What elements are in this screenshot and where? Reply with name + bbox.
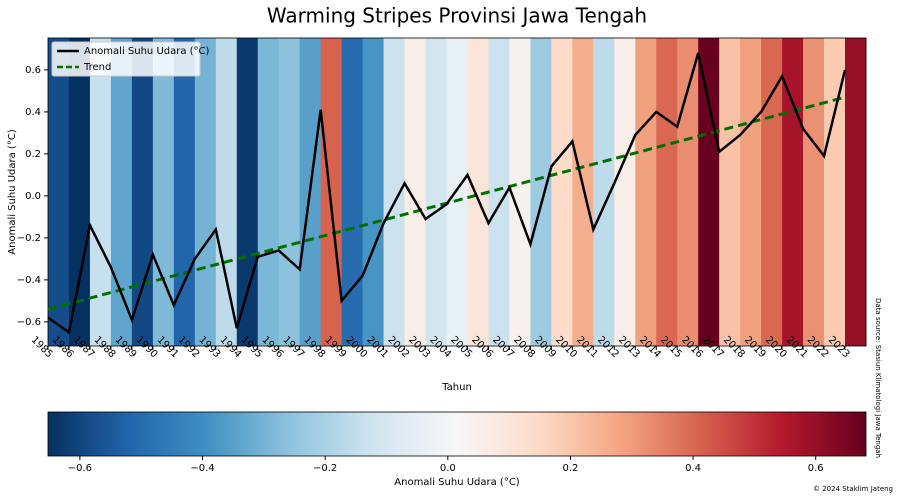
stripe (677, 38, 699, 346)
stripe (551, 38, 573, 346)
stripe (131, 38, 154, 346)
stripe (278, 38, 300, 346)
stripe (446, 38, 468, 346)
stripe (467, 38, 489, 346)
y-tick-label: 0.2 (25, 149, 41, 160)
stripe (614, 38, 636, 346)
stripe (530, 38, 552, 346)
stripe (236, 38, 259, 346)
y-tick-label: −0.4 (17, 275, 41, 286)
stripe (194, 38, 217, 346)
colorbar-tick-label: 0.2 (562, 463, 578, 474)
chart-title: Warming Stripes Provinsi Jawa Tengah (267, 4, 647, 28)
stripe (425, 38, 447, 346)
stripe (488, 38, 510, 346)
stripe (404, 38, 426, 346)
stripe (383, 38, 405, 346)
stripe (110, 38, 133, 346)
credit: © 2024 Staklim Jateng (813, 485, 893, 493)
legend-label: Anomali Suhu Udara (°C) (84, 46, 210, 57)
colorbar-tick-label: −0.6 (68, 463, 92, 474)
y-tick-label: 0.0 (25, 191, 41, 202)
stripe (89, 38, 112, 346)
colorbar-tick-label: 0.0 (440, 463, 456, 474)
y-tick-label: −0.2 (17, 233, 41, 244)
stripe (593, 38, 615, 346)
colorbar (47, 411, 867, 457)
y-tick-label: −0.6 (17, 317, 41, 328)
stripe (635, 38, 657, 346)
colorbar-tick-label: −0.4 (190, 463, 214, 474)
stripe (719, 38, 741, 346)
stripe (509, 38, 531, 346)
stripe (656, 38, 678, 346)
y-tick-label: 0.6 (25, 65, 41, 76)
stripe (68, 38, 91, 346)
data-line (47, 52, 847, 335)
stripe (761, 38, 783, 346)
plot-frame (47, 37, 867, 347)
stripe (48, 38, 70, 346)
stripe (824, 38, 846, 346)
y-tick-label: 0.4 (25, 107, 41, 118)
stripe (341, 38, 363, 346)
legend-box (51, 41, 201, 77)
stripe (257, 38, 280, 346)
source-note: Data source: Stasiun Klimatologi Jawa Te… (874, 298, 882, 458)
y-axis-label: Anomali Suhu Udara (°C) (7, 129, 18, 255)
colorbar-tick-label: 0.6 (808, 463, 824, 474)
stripe (845, 38, 867, 346)
legend-label: Trend (83, 62, 111, 73)
x-axis-label: Tahun (441, 382, 472, 393)
colorbar-tick-label: 0.4 (685, 463, 701, 474)
stripe (320, 38, 342, 346)
stripe (572, 38, 594, 346)
colorbar-tick-label: −0.2 (313, 463, 337, 474)
stripe (803, 38, 825, 346)
stripe (215, 38, 238, 346)
colorbar-label: Anomali Suhu Udara (°C) (394, 477, 520, 488)
stripe (740, 38, 762, 346)
stripe (698, 38, 720, 346)
stripe (362, 38, 384, 346)
